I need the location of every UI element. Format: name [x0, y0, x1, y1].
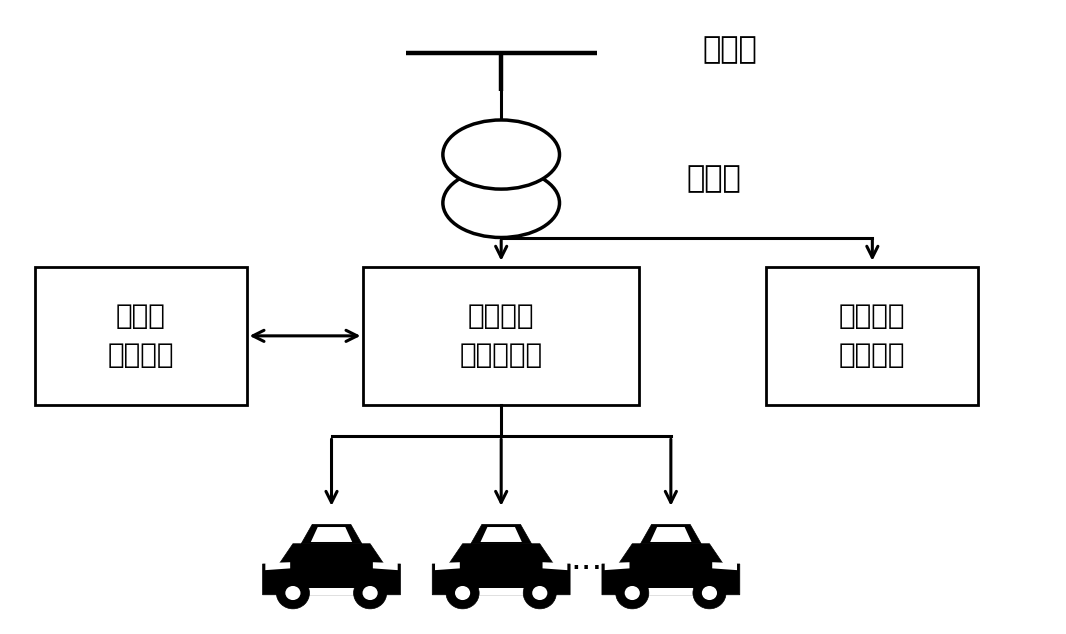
Polygon shape — [641, 524, 701, 544]
Ellipse shape — [523, 577, 556, 609]
Polygon shape — [435, 562, 459, 570]
Polygon shape — [602, 544, 740, 595]
Polygon shape — [265, 562, 290, 570]
Polygon shape — [481, 527, 522, 542]
Polygon shape — [650, 527, 692, 542]
Text: 社区居民
基本负荷: 社区居民 基本负荷 — [839, 302, 906, 370]
Text: 变压器: 变压器 — [687, 164, 742, 193]
Polygon shape — [471, 524, 532, 544]
Ellipse shape — [455, 586, 470, 600]
Polygon shape — [604, 562, 630, 570]
Text: 电网侧: 电网侧 — [702, 36, 758, 65]
Ellipse shape — [276, 577, 309, 609]
Polygon shape — [543, 562, 567, 570]
Ellipse shape — [354, 577, 387, 609]
Ellipse shape — [532, 586, 547, 600]
Ellipse shape — [625, 586, 640, 600]
Circle shape — [442, 120, 560, 189]
Text: 充电站
控制中心: 充电站 控制中心 — [108, 302, 174, 370]
Polygon shape — [712, 562, 737, 570]
Bar — [766, 267, 979, 405]
Circle shape — [442, 169, 560, 238]
Polygon shape — [432, 544, 570, 595]
Polygon shape — [311, 527, 352, 542]
Bar — [34, 267, 246, 405]
Ellipse shape — [616, 577, 649, 609]
Text: ...: ... — [570, 543, 602, 576]
Ellipse shape — [693, 577, 726, 609]
Ellipse shape — [701, 586, 717, 600]
Polygon shape — [646, 588, 696, 595]
Text: 社区电动
汽车充电站: 社区电动 汽车充电站 — [459, 302, 543, 370]
Polygon shape — [373, 562, 398, 570]
Ellipse shape — [446, 577, 479, 609]
Polygon shape — [302, 524, 361, 544]
Bar — [364, 267, 639, 405]
Polygon shape — [477, 588, 526, 595]
Ellipse shape — [286, 586, 301, 600]
Polygon shape — [262, 544, 401, 595]
Ellipse shape — [362, 586, 377, 600]
Polygon shape — [307, 588, 356, 595]
